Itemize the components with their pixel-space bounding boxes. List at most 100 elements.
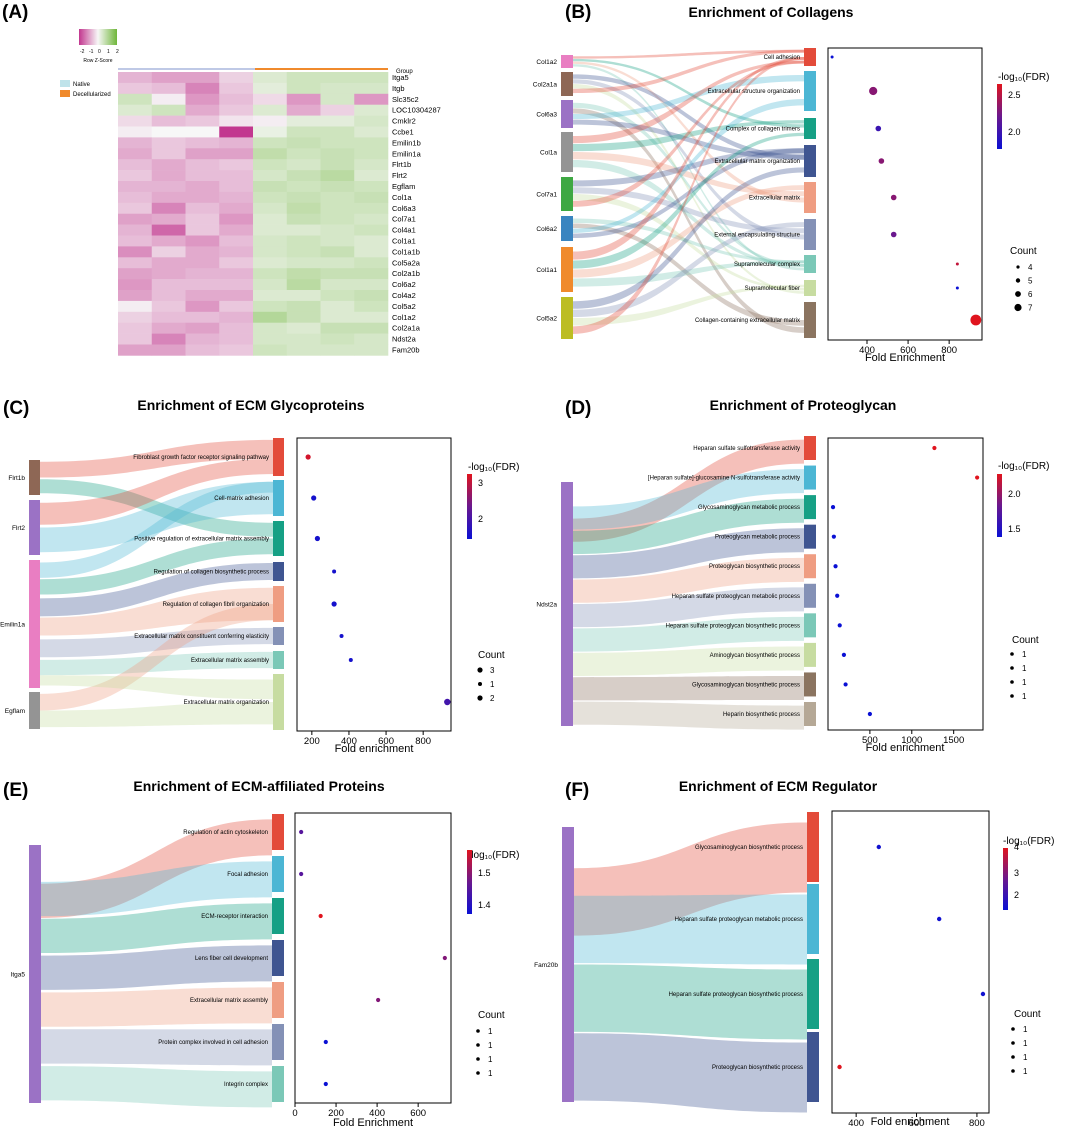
panel-c-cbar-title: -log₁₀(FDR) xyxy=(468,462,519,473)
legend-swatch-decellularized xyxy=(60,90,70,97)
heatmap-cell xyxy=(219,344,254,356)
x-tick-label: 600 xyxy=(410,1108,426,1119)
panel-e-cbar xyxy=(467,850,472,914)
heatmap-cell xyxy=(185,322,220,334)
heatmap-cell xyxy=(118,235,153,247)
panel-f-count-title: Count xyxy=(1014,1009,1041,1020)
sankey-link xyxy=(573,49,804,94)
zscore-tick: 0 xyxy=(98,49,101,55)
heatmap-row-label: Col1a1 xyxy=(392,237,416,246)
count-legend-label: 2 xyxy=(490,694,495,703)
heatmap-cell xyxy=(151,333,186,345)
heatmap-cell xyxy=(354,344,389,356)
panel-c-letter: (C) xyxy=(3,398,29,419)
panel-f-fdr-legend: -log₁₀(FDR) 4 3 2 xyxy=(1003,836,1054,910)
heatmap-cell xyxy=(151,126,186,138)
heatmap-cell xyxy=(118,268,153,280)
sankey-term-label: Supramolecular fiber xyxy=(745,286,800,292)
enrichment-dot xyxy=(841,652,847,657)
heatmap-cell xyxy=(118,170,153,182)
heatmap-row-label: Ndst2a xyxy=(392,335,417,344)
heatmap-cell xyxy=(253,344,288,356)
heatmap-row-label: Col5a2 xyxy=(392,302,416,311)
panel-b-letter: (B) xyxy=(565,2,591,23)
sankey-term-label: Extracellular matrix organization xyxy=(184,700,269,706)
heatmap-row-labels: Itga5ItgbSlc35c2LOC10304287Cmklr2Ccbe1Em… xyxy=(392,73,441,355)
group-header: Group xyxy=(396,69,413,75)
heatmap-cell xyxy=(185,137,220,149)
enrichment-dot xyxy=(833,564,838,569)
sankey-link xyxy=(573,498,804,554)
panel-e-cbar-tick-1: 1.5 xyxy=(478,868,491,878)
sankey-term-node xyxy=(804,642,816,667)
heatmap-row-label: Flrt2 xyxy=(392,171,407,180)
sankey-gene-label: Col1a xyxy=(540,150,557,157)
heatmap-cell xyxy=(151,72,186,84)
sankey-term-label: Lens fiber cell development xyxy=(195,956,268,962)
panel-e-x-axis: 0 200 400 600 xyxy=(292,1103,426,1119)
count-legend-dot xyxy=(1015,278,1021,283)
heatmap-cell xyxy=(354,181,389,193)
sankey-gene-node xyxy=(561,132,573,172)
heatmap-row-label: Slc35c2 xyxy=(392,95,419,104)
heatmap-row-label: Emilin1a xyxy=(392,149,422,158)
panel-b-plot-frame xyxy=(827,47,983,341)
panel-f-title: Enrichment of ECM Regulator xyxy=(679,778,878,794)
count-legend-label: 1 xyxy=(1022,650,1027,659)
heatmap-cell xyxy=(185,159,220,171)
panel-a-letter: (A) xyxy=(2,2,28,23)
heatmap-cell xyxy=(151,344,186,356)
sankey-link xyxy=(573,646,804,676)
enrichment-dot xyxy=(975,475,980,480)
heatmap-cell xyxy=(151,279,186,291)
sankey-gene-label: Ndst2a xyxy=(536,602,557,609)
sankey-term-label: Positive regulation of extracellular mat… xyxy=(134,537,269,543)
heatmap-cell xyxy=(253,290,288,302)
count-legend-label: 1 xyxy=(1023,1025,1028,1034)
count-legend-dot xyxy=(1015,291,1021,297)
heatmap-cell xyxy=(151,322,186,334)
heatmap-row-label: Col6a3 xyxy=(392,204,416,213)
sankey-term-node xyxy=(272,940,284,976)
sankey-link xyxy=(573,528,804,579)
heatmap-cell xyxy=(286,115,321,127)
heatmap-cell xyxy=(354,104,389,116)
heatmap-cell xyxy=(320,300,355,313)
count-legend-dot xyxy=(476,1057,480,1061)
heatmap-cell xyxy=(185,300,220,313)
sankey-link xyxy=(574,964,807,1040)
heatmap-cell xyxy=(354,235,389,247)
heatmap-cell xyxy=(354,115,389,127)
sankey-link xyxy=(573,148,804,187)
sankey-term-node xyxy=(807,1032,819,1102)
zscore-title: Row Z-Score xyxy=(83,58,112,64)
sankey-gene-label: Col6a3 xyxy=(536,112,557,119)
sankey-term-node xyxy=(804,465,816,490)
sankey-gene-label: Col2a1a xyxy=(533,82,558,89)
enrichment-dot xyxy=(444,698,451,706)
enrichment-dot xyxy=(837,1064,842,1070)
heatmap-cell xyxy=(286,170,321,182)
count-legend-dot xyxy=(1010,694,1014,698)
sankey-term-node xyxy=(273,562,284,581)
heatmap-cell xyxy=(219,148,254,160)
sankey-term-node xyxy=(804,613,816,638)
heatmap-cell xyxy=(253,202,288,214)
heatmap-cell xyxy=(151,82,186,95)
heatmap-cell xyxy=(354,268,389,280)
heatmap-cell xyxy=(354,322,389,334)
panel-f-xlabel: Fold enrichment xyxy=(871,1116,950,1128)
count-legend-label: 1 xyxy=(488,1055,493,1064)
count-legend-label: 5 xyxy=(1028,277,1033,286)
sankey-term-node xyxy=(804,495,816,520)
heatmap-cell xyxy=(286,290,321,302)
heatmap-cell xyxy=(151,290,186,302)
count-legend-label: 1 xyxy=(1023,1053,1028,1062)
enrichment-dot xyxy=(835,593,840,598)
heatmap-cell xyxy=(219,137,254,149)
count-legend-label: 4 xyxy=(1028,263,1033,272)
heatmap-row-label: Col7a1 xyxy=(392,215,416,224)
heatmap-cell xyxy=(253,191,288,204)
x-tick-label: 400 xyxy=(859,345,875,356)
